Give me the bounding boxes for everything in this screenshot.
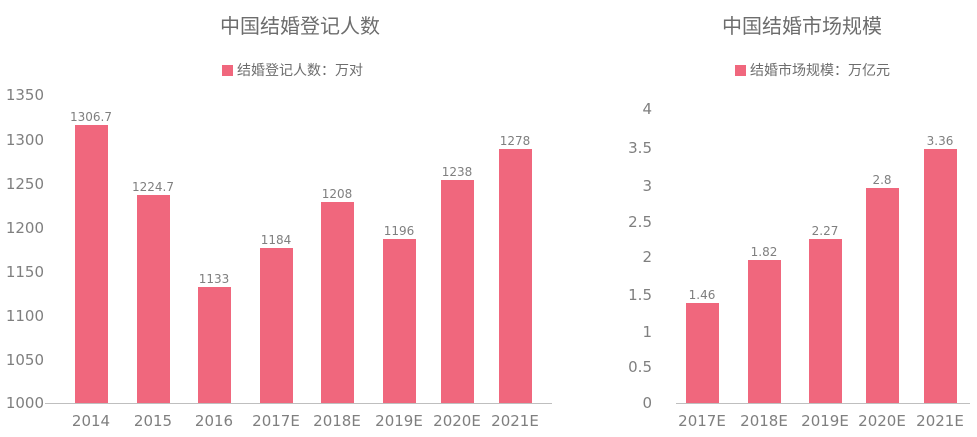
x-tick: 2014 [71, 412, 111, 430]
wedding-market-size-chart: 中国结婚市场规模 结婚市场规模：万亿元 4 3.5 3 2.5 2 1.5 1 … [600, 0, 977, 437]
y-tick: 1150 [5, 263, 44, 281]
y-tick: 1000 [5, 394, 44, 412]
value-label: 1306.7 [70, 110, 112, 124]
y-tick: 4 [642, 100, 652, 118]
y-tick: 2 [642, 248, 652, 266]
y-tick: 1 [642, 323, 652, 341]
chart-title: 中国结婚登记人数 [220, 14, 380, 38]
value-label: 1184 [260, 233, 292, 247]
value-label: 2.8 [872, 173, 892, 187]
x-tick: 2017E [678, 412, 726, 430]
x-axis-line [45, 403, 552, 404]
y-tick: 1100 [5, 307, 44, 325]
value-label: 1.46 [688, 288, 716, 302]
bar-2015 [137, 195, 170, 403]
y-tick: 2.5 [628, 213, 652, 231]
x-tick: 2019E [801, 412, 849, 430]
x-tick: 2016 [194, 412, 234, 430]
legend-label: 结婚登记人数：万对 [237, 63, 363, 79]
bar-2019E [383, 239, 416, 403]
x-axis-line [676, 403, 970, 404]
x-tick: 2019E [375, 412, 423, 430]
bar-2017E [260, 248, 293, 403]
x-tick: 2021E [916, 412, 964, 430]
chart-title: 中国结婚市场规模 [722, 14, 882, 38]
x-tick: 2020E [858, 412, 906, 430]
x-tick: 2020E [433, 412, 481, 430]
bar-2020E [441, 180, 474, 403]
chart-legend: 结婚登记人数：万对 [222, 60, 363, 80]
value-label: 2.27 [811, 224, 839, 238]
bar-2016 [198, 287, 231, 403]
y-tick: 1350 [5, 86, 44, 104]
chart-legend: 结婚市场规模：万亿元 [735, 60, 890, 80]
y-tick: 1050 [5, 351, 44, 369]
bar-2021E [924, 149, 957, 403]
y-tick: 1200 [5, 219, 44, 237]
legend-label: 结婚市场规模：万亿元 [750, 63, 890, 79]
value-label: 1224.7 [132, 180, 174, 194]
value-label: 1.82 [750, 245, 778, 259]
bar-2017E [686, 303, 719, 403]
y-tick: 1250 [5, 175, 44, 193]
x-tick: 2017E [252, 412, 300, 430]
bar-2021E [499, 149, 532, 403]
x-tick: 2021E [491, 412, 539, 430]
y-tick: 0.5 [628, 358, 652, 376]
value-label: 1238 [441, 165, 473, 179]
value-label: 1278 [499, 134, 531, 148]
bar-2014 [75, 125, 108, 403]
y-tick: 3.5 [628, 139, 652, 157]
legend-swatch [222, 64, 233, 76]
x-tick: 2018E [740, 412, 788, 430]
x-tick: 2018E [313, 412, 361, 430]
bar-2020E [866, 188, 899, 403]
value-label: 1196 [383, 224, 415, 238]
x-tick: 2015 [133, 412, 173, 430]
legend-swatch [735, 64, 746, 76]
bar-2018E [748, 260, 781, 403]
y-tick: 3 [642, 177, 652, 195]
y-tick: 0 [642, 394, 652, 412]
y-tick: 1300 [5, 131, 44, 149]
bar-2019E [809, 239, 842, 403]
marriage-registrations-chart: 中国结婚登记人数 结婚登记人数：万对 1350 1300 1250 1200 1… [5, 14, 552, 430]
value-label: 1208 [321, 187, 353, 201]
y-tick: 1.5 [628, 286, 652, 304]
value-label: 3.36 [926, 134, 954, 148]
value-label: 1133 [198, 272, 230, 286]
bar-2018E [321, 202, 354, 403]
